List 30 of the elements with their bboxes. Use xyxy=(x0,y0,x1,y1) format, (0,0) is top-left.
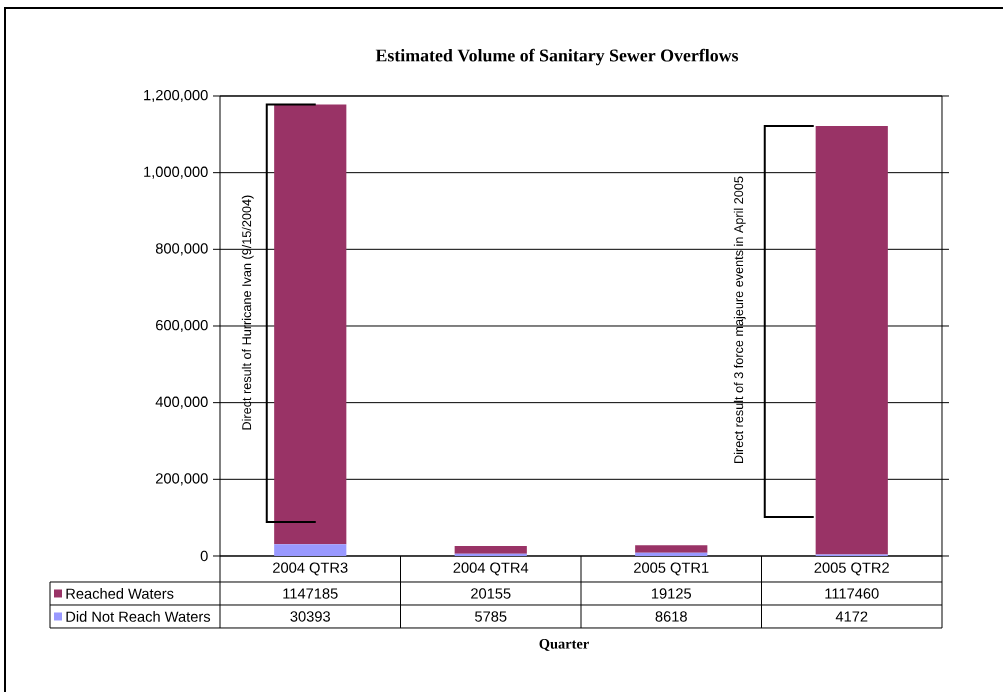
bar xyxy=(635,552,708,556)
x-tick-label: 2005 QTR1 xyxy=(634,562,709,576)
data-label: 8618 xyxy=(655,611,687,622)
x-tick-label: 2004 QTR3 xyxy=(273,562,348,576)
legend-label: Did Not Reach Waters xyxy=(66,611,211,622)
data-label: 19125 xyxy=(651,588,692,599)
chart-title: Estimated Volume of Sanitary Sewer Overflows xyxy=(375,48,739,66)
x-tick-label: 2004 QTR4 xyxy=(453,562,529,576)
y-tick-label: 1,200,000 xyxy=(144,89,208,103)
data-label: 20155 xyxy=(471,588,511,599)
bar xyxy=(454,553,527,556)
data-label: 4172 xyxy=(835,611,868,622)
y-tick-label: 1,000,000 xyxy=(144,166,208,179)
y-tick-label: 400,000 xyxy=(155,396,208,409)
x-axis-title: Quarter xyxy=(539,639,589,651)
data-label: 1147185 xyxy=(283,588,338,599)
y-tick-label: 800,000 xyxy=(155,243,208,256)
y-tick-label: 200,000 xyxy=(156,473,208,486)
annotation: Direct result of 3 force majeure events in April 2005 xyxy=(733,176,746,463)
bar xyxy=(454,546,527,554)
data-label: 30393 xyxy=(290,611,330,622)
bar xyxy=(635,545,708,553)
x-tick-label: 2005 QTR2 xyxy=(814,562,889,576)
data-label: 5785 xyxy=(475,611,507,622)
data-label: 1117460 xyxy=(825,588,879,599)
y-tick-label: 0 xyxy=(200,550,208,562)
annotation: Direct result of Hurricane Ivan (9/15/2004) xyxy=(241,195,254,430)
bar xyxy=(274,544,347,556)
y-tick-label: 600,000 xyxy=(156,319,208,333)
legend-label: Reached Waters xyxy=(66,588,174,599)
